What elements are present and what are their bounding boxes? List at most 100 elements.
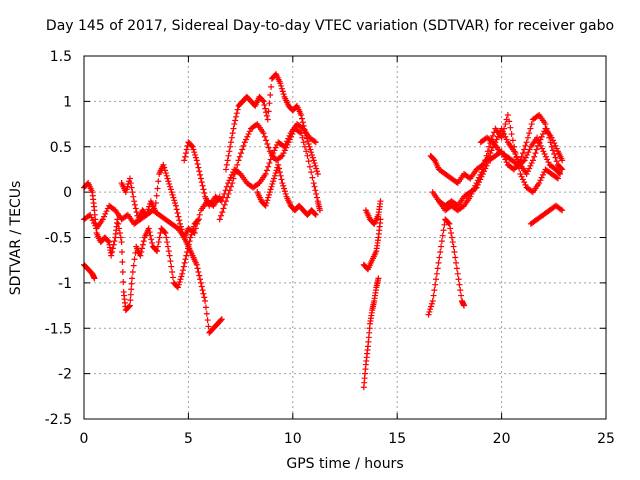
data-point	[102, 210, 109, 217]
data-point	[483, 152, 490, 159]
y-tick-label: 0	[63, 185, 72, 201]
y-tick-label: 1.5	[50, 49, 72, 65]
series-track-10	[360, 216, 384, 273]
series-track-15	[425, 216, 468, 318]
data-point	[172, 202, 179, 209]
data-point	[197, 279, 204, 286]
data-point	[311, 160, 318, 167]
data-point	[132, 205, 139, 212]
data-point	[233, 166, 240, 173]
data-point	[280, 150, 287, 157]
data-point	[244, 133, 251, 140]
data-point	[556, 170, 563, 177]
data-point	[268, 83, 275, 90]
data-point	[517, 170, 524, 177]
data-point	[197, 171, 204, 178]
data-point	[202, 304, 209, 311]
data-point	[88, 214, 95, 221]
data-point	[267, 92, 274, 99]
data-point	[129, 189, 136, 196]
y-axis-label: SDTVAR / TECUs	[8, 180, 24, 296]
data-point	[268, 183, 275, 190]
data-point	[262, 202, 269, 209]
data-point	[226, 177, 233, 184]
data-point	[450, 243, 457, 250]
data-point	[276, 169, 283, 176]
x-tick-label: 5	[184, 431, 193, 447]
data-point	[263, 167, 270, 174]
data-point	[194, 265, 201, 272]
data-point	[310, 180, 317, 187]
data-point	[115, 220, 122, 227]
data-point	[265, 108, 272, 115]
data-point	[553, 145, 560, 152]
data-point	[183, 146, 190, 153]
data-point	[557, 170, 564, 177]
data-point	[502, 133, 509, 140]
data-point	[438, 238, 445, 245]
data-point	[312, 139, 319, 146]
series-track-16	[477, 134, 564, 177]
data-point	[270, 178, 277, 185]
data-point	[232, 117, 239, 124]
data-point	[526, 165, 533, 172]
series-track-9	[362, 198, 384, 227]
data-point	[227, 174, 234, 181]
data-point	[502, 121, 509, 128]
data-point	[526, 146, 533, 153]
data-point	[284, 141, 291, 148]
data-point	[192, 151, 199, 158]
data-point	[103, 208, 110, 215]
data-point	[314, 170, 321, 177]
data-point	[306, 163, 313, 170]
data-point	[476, 174, 483, 181]
data-point	[182, 150, 189, 157]
data-point	[288, 133, 295, 140]
data-point	[200, 186, 207, 193]
data-point	[267, 186, 274, 193]
data-point	[204, 317, 211, 324]
data-point	[265, 163, 272, 170]
data-point	[177, 223, 184, 230]
data-point	[523, 139, 530, 146]
data-point	[226, 148, 233, 155]
data-point	[218, 316, 225, 323]
data-point	[478, 169, 485, 176]
data-point	[299, 119, 306, 126]
data-point	[221, 201, 228, 208]
data-point	[195, 164, 202, 171]
data-point	[440, 227, 447, 234]
data-point	[489, 132, 496, 139]
data-point	[89, 217, 96, 224]
data-point	[299, 134, 306, 141]
data-point	[153, 247, 160, 254]
data-point	[437, 249, 444, 256]
data-point	[280, 182, 287, 189]
series-track-12	[427, 125, 566, 187]
data-point	[165, 248, 172, 255]
data-point	[155, 178, 162, 185]
data-point	[539, 171, 546, 178]
data-point	[130, 193, 137, 200]
data-point	[430, 292, 437, 299]
data-point	[192, 225, 199, 232]
data-point	[133, 209, 140, 216]
data-point	[168, 189, 175, 196]
data-point	[272, 170, 279, 177]
data-point	[199, 287, 206, 294]
data-point	[533, 146, 540, 153]
series-track-13	[429, 111, 566, 209]
data-point	[524, 134, 531, 141]
data-point	[178, 226, 185, 233]
data-point	[239, 146, 246, 153]
data-point	[275, 161, 282, 168]
axis-ticks: 0 5 10 15 20 25 1.5 1 0.5 0 -0.5 -1 -1.5 -2 -2.5	[45, 49, 615, 447]
data-point	[448, 229, 455, 236]
data-point	[509, 137, 516, 144]
data-point	[544, 130, 551, 137]
data-point	[166, 252, 173, 259]
data-point	[468, 190, 475, 197]
data-point	[194, 160, 201, 167]
y-tick-label: -0.5	[45, 231, 72, 247]
data-point	[246, 128, 253, 135]
